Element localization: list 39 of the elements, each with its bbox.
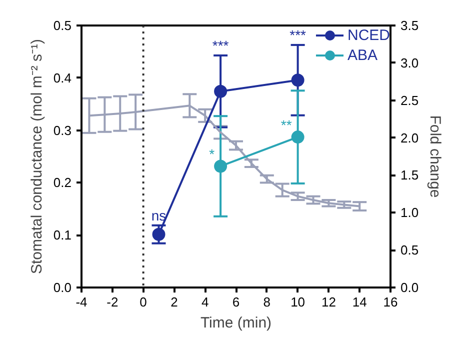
y2-tick-label: 3.5 [400, 18, 419, 33]
annotation: *** [290, 26, 307, 43]
annotation: *** [212, 37, 230, 54]
x-tick-label: 14 [352, 294, 367, 310]
x-tick-label: 16 [383, 294, 398, 310]
legend-label: ABA [347, 46, 378, 64]
point [291, 74, 304, 87]
x-tick-label: 4 [201, 294, 209, 310]
point [214, 160, 228, 173]
y2-tick-label: 1.5 [400, 168, 419, 183]
y2-tick-label: 0.5 [400, 242, 419, 258]
x-tick-label: 6 [232, 294, 240, 310]
x-tick-label: -2 [106, 294, 118, 310]
y-tick-label: 0.3 [53, 122, 72, 138]
point [291, 130, 304, 144]
point [214, 84, 228, 98]
y2-axis-title: Fold change [426, 115, 444, 198]
x-axis-title: Time (min) [200, 314, 272, 332]
x-tick-label: 12 [321, 294, 336, 310]
y-tick-label: 0.0 [53, 280, 72, 295]
annotation: * [209, 146, 216, 162]
y2-tick-label: 2.0 [400, 130, 419, 146]
x-tick-label: 0 [140, 294, 147, 310]
y-tick-label: 0.5 [53, 18, 72, 33]
y-tick-label: 0.1 [53, 228, 72, 243]
y-tick-label: 0.2 [53, 175, 72, 190]
y2-tick-label: 3.0 [400, 55, 419, 70]
point [152, 228, 166, 241]
y2-tick-label: 1.0 [400, 205, 419, 220]
x-tick-label: 2 [170, 294, 178, 310]
y2-tick-label: 2.5 [400, 92, 419, 108]
y-axis-title: Stomatal conductance (mol m⁻² s⁻¹) [28, 38, 46, 274]
y-tick-label: 0.4 [53, 70, 72, 86]
legend-label: NCED [347, 26, 390, 44]
x-tick-label: 10 [290, 294, 306, 310]
x-tick-label: 8 [263, 294, 271, 310]
x-tick-label: -4 [76, 294, 88, 310]
annotation: ** [280, 117, 292, 134]
y2-tick-label: 0.0 [400, 280, 419, 295]
